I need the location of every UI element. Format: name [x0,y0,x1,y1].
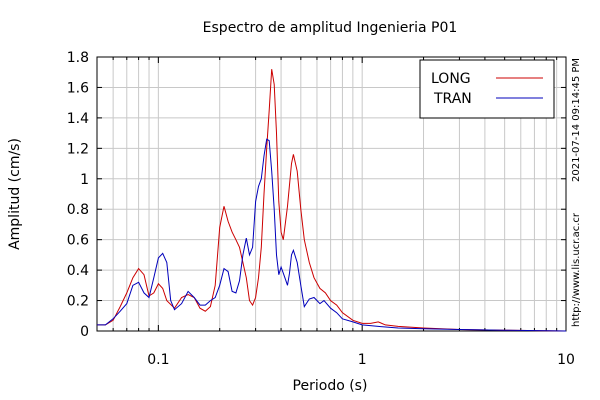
y-tick-label: 0.2 [67,294,89,310]
y-tick-label: 0 [80,324,89,340]
legend-box [419,59,555,119]
chart-title: Espectro de amplitud Ingenieria P01 [203,20,458,36]
y-tick-label: 1.8 [67,50,89,66]
y-axis-label: Amplitud (cm/s) [7,138,23,250]
plot-frame [96,56,567,332]
series-line-tran [97,138,567,332]
x-tick-label: 0.1 [147,352,169,368]
series-lines [97,69,567,332]
x-tick-label: 10 [557,352,575,368]
y-tick-label: 0.4 [67,263,89,279]
legend-label-long: LONG [431,71,471,87]
x-axis-label: Periodo (s) [293,378,368,394]
y-tick-label: 1.4 [67,111,89,127]
y-tick-label: 1.6 [67,80,89,96]
y-tick-label: 0.8 [67,202,89,218]
series-line-long [97,69,567,332]
y-tick-label: 1 [80,172,89,188]
grid [97,57,566,331]
legend: LONG TRAN [419,59,555,119]
x-tick-label: 1 [358,352,367,368]
y-tick-label: 0.6 [67,233,89,249]
source-url-label: http://www.lis.ucr.ac.cr [571,212,582,327]
y-tick-label: 1.2 [67,141,89,157]
legend-label-tran: TRAN [433,91,472,107]
axis-ticks: 0 0.2 0.4 0.6 0.8 1 1.2 1.4 1.6 1.8 0.1 1 10 [67,50,575,368]
timestamp-label: 2021-07-14 09:14:45 PM [571,58,582,182]
